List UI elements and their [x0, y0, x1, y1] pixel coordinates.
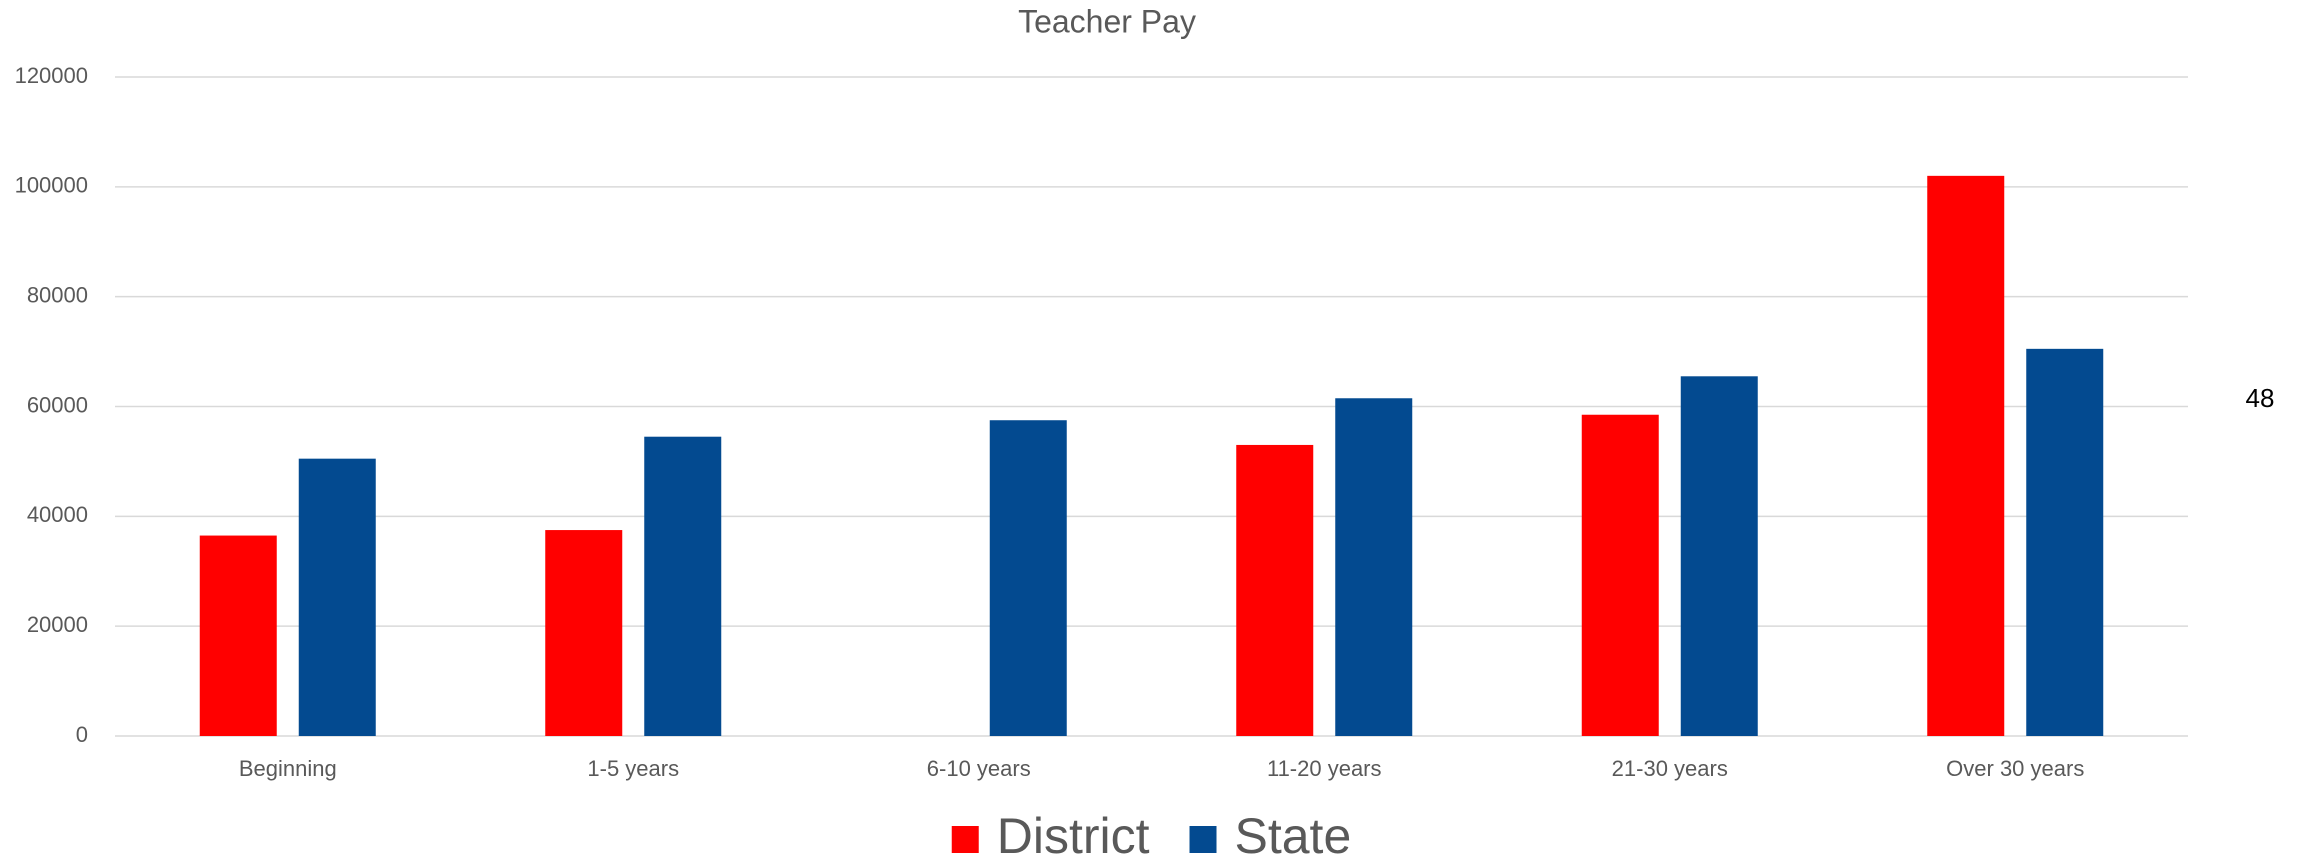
bar	[1236, 444, 1314, 736]
x-tick-label: 1-5 years	[587, 756, 679, 781]
bar	[644, 436, 722, 736]
legend-swatch	[1189, 826, 1217, 853]
bar	[1335, 398, 1413, 736]
bar	[199, 535, 277, 736]
bar	[2026, 348, 2104, 736]
chart-title: Teacher Pay	[1018, 3, 1196, 39]
bar	[1680, 376, 1758, 736]
bar	[989, 420, 1067, 736]
x-tick-label: Over 30 years	[1946, 756, 2084, 781]
x-tick-label: Beginning	[239, 756, 337, 781]
legend-label: District	[997, 808, 1150, 858]
y-tick-label: 20000	[27, 612, 88, 637]
x-tick-label: 6-10 years	[927, 756, 1031, 781]
bar	[1581, 414, 1659, 736]
y-tick-label: 80000	[27, 282, 88, 307]
y-tick-label: 60000	[27, 392, 88, 417]
y-tick-label: 100000	[15, 173, 88, 198]
x-tick-label: 21-30 years	[1612, 756, 1728, 781]
x-tick-label: 11-20 years	[1267, 756, 1382, 781]
y-tick-label: 0	[76, 722, 88, 747]
y-tick-label: 120000	[15, 63, 88, 88]
annotation: 48	[2246, 383, 2275, 413]
legend-label: State	[1235, 808, 1352, 858]
bar	[298, 458, 376, 736]
bar	[545, 530, 623, 736]
y-tick-label: 40000	[27, 502, 88, 527]
legend-swatch	[951, 826, 979, 853]
bar	[1927, 175, 2005, 737]
